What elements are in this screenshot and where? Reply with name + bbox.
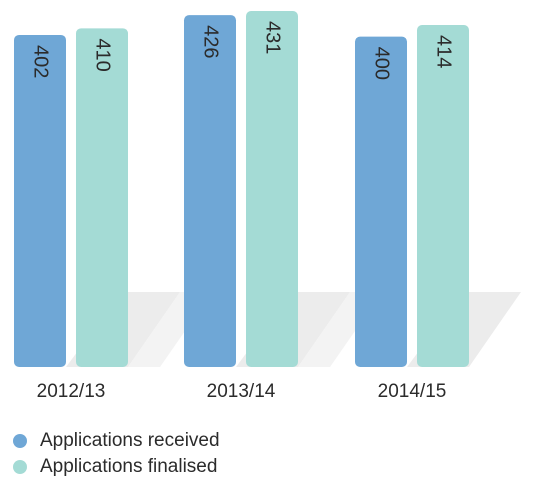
- x-tick-label: 2012/13: [37, 381, 106, 402]
- value-label: 426: [200, 25, 222, 58]
- x-tick-label: 2014/15: [378, 381, 447, 402]
- bar: [246, 11, 298, 367]
- bar: [417, 25, 469, 368]
- value-label: 410: [92, 38, 114, 71]
- value-label: 414: [433, 35, 455, 68]
- bar: [355, 36, 407, 368]
- value-label: 431: [262, 21, 284, 54]
- value-label: 400: [371, 47, 393, 80]
- bar: [184, 15, 236, 367]
- legend-marker: [13, 434, 27, 448]
- bar: [76, 28, 128, 368]
- value-label: 402: [30, 45, 52, 78]
- legend-label: Applications received: [40, 430, 220, 451]
- bar: [14, 34, 66, 367]
- legend-marker: [13, 460, 27, 474]
- legend-label: Applications finalised: [40, 456, 217, 477]
- x-tick-label: 2013/14: [207, 381, 276, 402]
